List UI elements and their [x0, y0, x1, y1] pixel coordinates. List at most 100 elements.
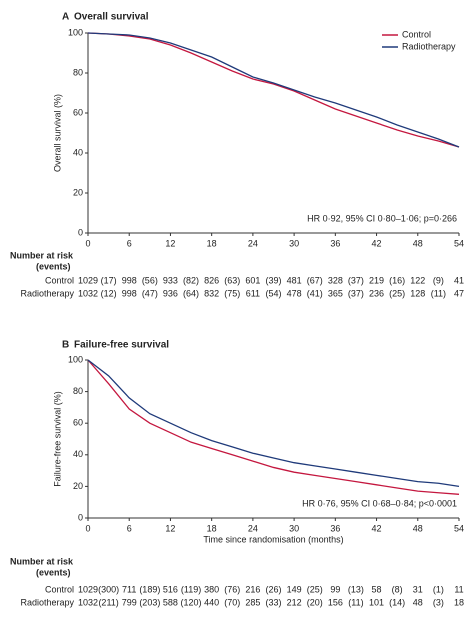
event-count: (47)	[142, 288, 158, 298]
x-tick-label: 48	[413, 238, 423, 248]
event-count: (1)	[433, 584, 444, 594]
event-count: (9)	[433, 275, 444, 285]
at-risk-count: 1029	[78, 275, 98, 285]
at-risk-count: 58	[372, 584, 382, 594]
at-risk-count: 365	[328, 288, 343, 298]
event-count: (56)	[142, 275, 158, 285]
at-risk-count: 440	[204, 597, 219, 607]
y-tick-label: 100	[68, 354, 83, 364]
at-risk-count: 212	[287, 597, 302, 607]
survival-curve	[87, 359, 460, 488]
at-risk-count: 1032	[78, 288, 98, 298]
event-count: (70)	[224, 597, 240, 607]
at-risk-count: 101	[369, 597, 384, 607]
at-risk-count: 219	[369, 275, 384, 285]
event-count: (33)	[265, 597, 281, 607]
at-risk-count: 711	[122, 584, 136, 594]
chart-title: Failure-free survival	[74, 340, 169, 351]
at-risk-count: 328	[328, 275, 343, 285]
x-axis-label: Time since randomisation (months)	[203, 534, 343, 544]
at-risk-count: 832	[204, 288, 219, 298]
x-tick-label: 42	[372, 523, 382, 533]
survival-curve	[87, 32, 460, 148]
panel-label: A	[62, 12, 69, 23]
event-count: (17)	[101, 275, 117, 285]
x-tick-label: 18	[207, 523, 217, 533]
event-count: (25)	[389, 288, 405, 298]
x-tick-label: 30	[289, 523, 299, 533]
event-count: (20)	[307, 597, 323, 607]
event-count: (63)	[224, 275, 240, 285]
event-count: (75)	[224, 288, 240, 298]
event-count: (14)	[389, 597, 405, 607]
risk-row-name: Control	[45, 275, 74, 285]
at-risk-count: 216	[245, 584, 260, 594]
at-risk-count: 11	[454, 584, 463, 594]
event-count: (11)	[431, 288, 446, 298]
x-tick-label: 48	[413, 523, 423, 533]
event-count: (189)	[139, 584, 160, 594]
at-risk-count: 99	[330, 584, 340, 594]
risk-table-title: Number at risk	[10, 556, 74, 566]
at-risk-count: 998	[122, 288, 137, 298]
chart-title: Overall survival	[74, 12, 149, 23]
x-tick-label: 0	[85, 238, 90, 248]
y-tick-label: 0	[78, 227, 83, 237]
at-risk-count: 41	[454, 275, 464, 285]
risk-table-title: Number at risk	[10, 250, 74, 260]
x-tick-label: 36	[330, 523, 340, 533]
x-tick-label: 6	[127, 523, 132, 533]
x-tick-label: 12	[165, 523, 175, 533]
at-risk-count: 1032	[78, 597, 98, 607]
at-risk-count: 516	[163, 584, 178, 594]
event-count: (37)	[348, 275, 364, 285]
risk-row-name: Control	[45, 584, 74, 594]
at-risk-count: 128	[410, 288, 425, 298]
annotation: HR 0·76, 95% CI 0·68–0·84; p<0·0001	[302, 498, 457, 508]
at-risk-count: 936	[163, 288, 178, 298]
at-risk-count: 47	[454, 288, 464, 298]
event-count: (120)	[181, 597, 202, 607]
y-tick-label: 60	[73, 418, 83, 428]
event-count: (64)	[183, 288, 199, 298]
x-tick-label: 12	[165, 238, 175, 248]
event-count: (211)	[98, 597, 118, 607]
event-count: (13)	[348, 584, 364, 594]
at-risk-count: 1029	[78, 584, 98, 594]
event-count: (300)	[98, 584, 119, 594]
at-risk-count: 48	[413, 597, 423, 607]
at-risk-count: 149	[287, 584, 302, 594]
x-tick-label: 24	[248, 523, 258, 533]
event-count: (11)	[348, 597, 363, 607]
y-tick-label: 20	[73, 481, 83, 491]
y-tick-label: 40	[73, 449, 83, 459]
event-count: (41)	[307, 288, 323, 298]
event-count: (203)	[139, 597, 160, 607]
y-tick-label: 40	[73, 147, 83, 157]
at-risk-count: 18	[454, 597, 464, 607]
at-risk-count: 31	[413, 584, 423, 594]
event-count: (26)	[265, 584, 281, 594]
panel-label: B	[62, 340, 69, 351]
at-risk-count: 380	[204, 584, 219, 594]
x-tick-label: 54	[454, 523, 464, 533]
x-tick-label: 42	[372, 238, 382, 248]
event-count: (76)	[224, 584, 240, 594]
at-risk-count: 478	[287, 288, 302, 298]
risk-table-subtitle: (events)	[36, 567, 71, 577]
survival-curve	[87, 359, 460, 495]
at-risk-count: 236	[369, 288, 384, 298]
y-axis-label: Failure-free survival (%)	[52, 391, 62, 487]
risk-row-name: Radiotherapy	[20, 597, 74, 607]
x-tick-label: 36	[330, 238, 340, 248]
event-count: (39)	[265, 275, 281, 285]
at-risk-count: 611	[246, 288, 260, 298]
at-risk-count: 481	[287, 275, 302, 285]
legend-label: Radiotherapy	[402, 41, 456, 51]
y-tick-label: 60	[73, 107, 83, 117]
y-tick-label: 80	[73, 386, 83, 396]
at-risk-count: 933	[163, 275, 178, 285]
event-count: (8)	[392, 584, 403, 594]
event-count: (54)	[265, 288, 281, 298]
